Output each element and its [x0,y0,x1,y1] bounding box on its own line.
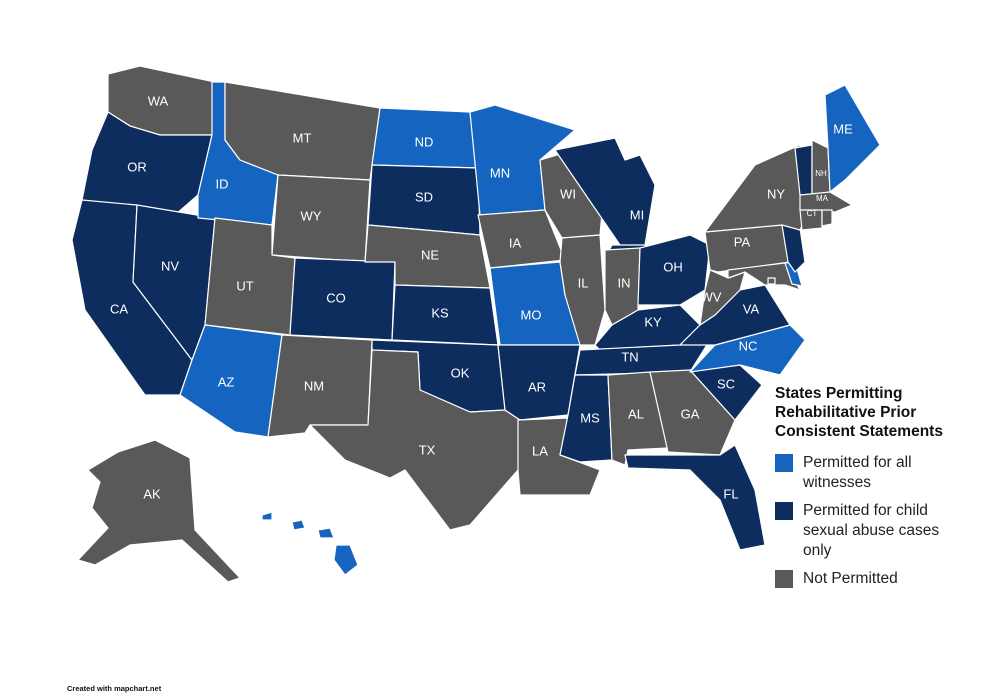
legend-swatch-child [775,502,793,520]
legend-title: States Permitting Rehabilitative Prior C… [775,385,943,440]
legend-swatch-all [775,454,793,472]
state-tx[interactable] [309,349,521,531]
state-nd[interactable] [371,107,479,169]
state-ny[interactable] [704,144,809,233]
state-tn[interactable] [574,339,711,376]
state-ar[interactable] [497,344,581,421]
state-dc[interactable] [767,277,776,285]
legend-label-child: Permitted for child sexual abuse cases o… [803,502,940,559]
legend-item-all: Permitted for all witnesses [775,453,990,493]
legend-label-none: Not Permitted [803,570,898,587]
state-me[interactable] [824,84,881,193]
state-hi[interactable] [261,511,359,576]
state-ct[interactable] [799,209,823,231]
map-legend: States Permitting Rehabilitative Prior C… [775,384,990,597]
state-nm[interactable] [267,334,373,438]
state-ma[interactable] [799,191,853,213]
state-wy[interactable] [271,174,371,263]
state-oh[interactable] [637,234,711,306]
state-ga[interactable] [649,369,736,456]
state-ri[interactable] [821,209,833,227]
legend-item-none: Not Permitted [775,569,990,589]
state-co[interactable] [289,257,396,341]
state-nh[interactable] [811,139,831,196]
state-ks[interactable] [391,284,499,346]
legend-label-all: Permitted for all witnesses [803,454,912,491]
state-sd[interactable] [367,164,481,236]
legend-swatch-none [775,570,793,588]
state-il[interactable] [559,234,606,346]
state-fl[interactable] [624,444,766,551]
credit-text: Created with mapchart.net [67,684,162,693]
state-ak[interactable] [77,439,241,583]
legend-item-child: Permitted for child sexual abuse cases o… [775,501,990,561]
